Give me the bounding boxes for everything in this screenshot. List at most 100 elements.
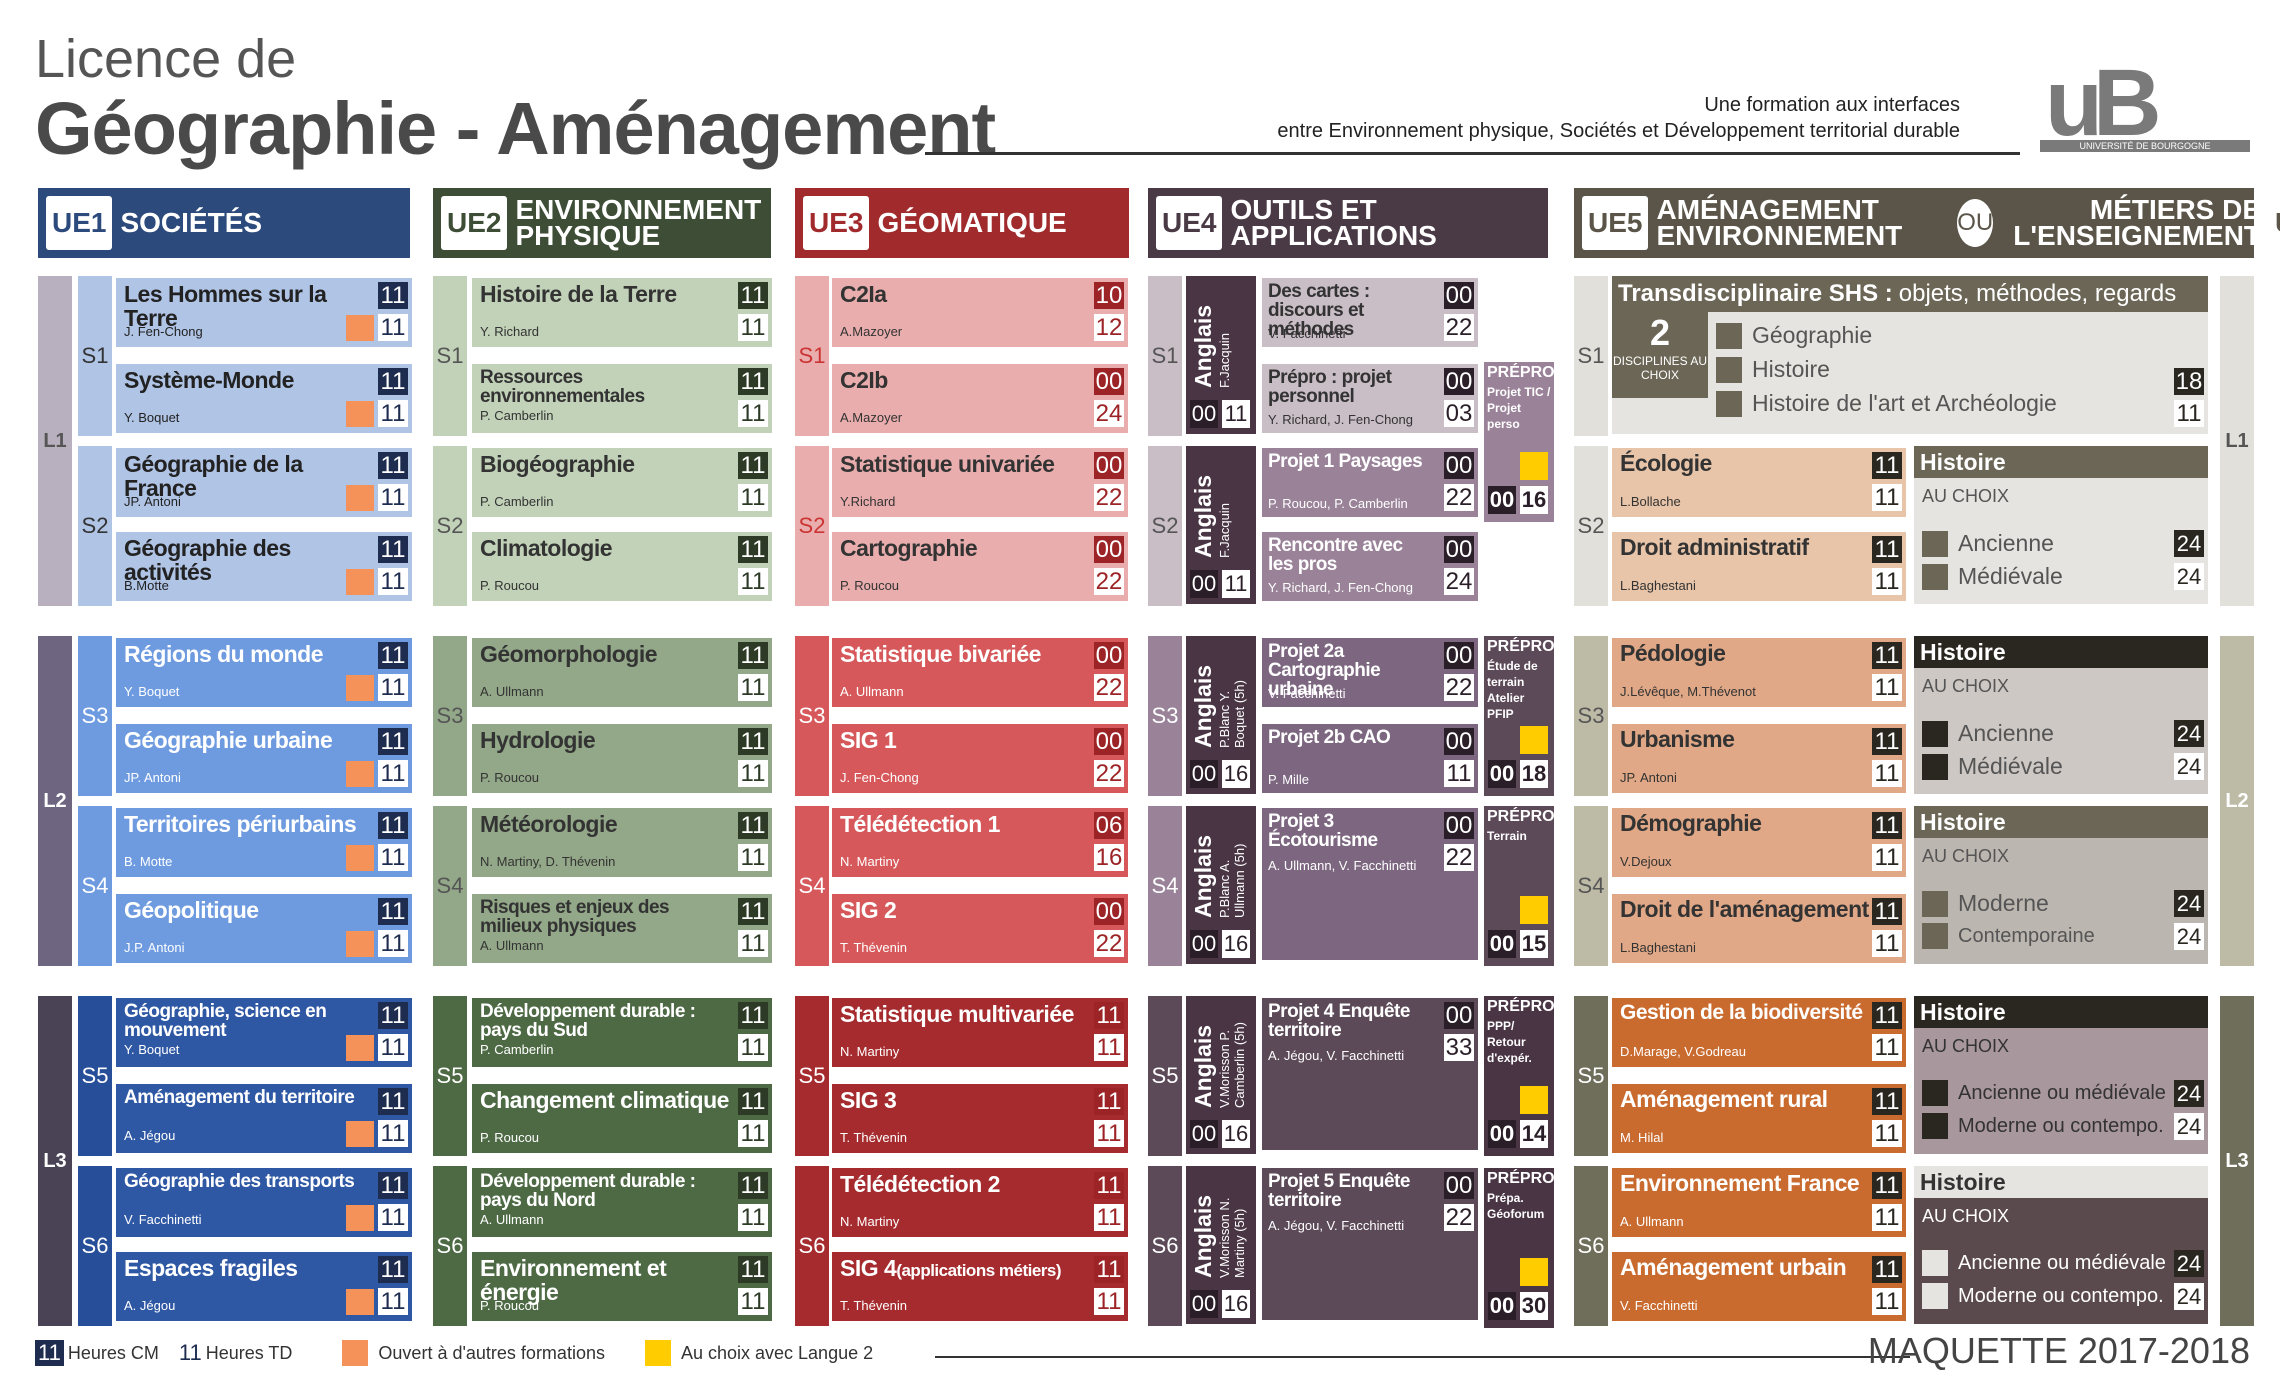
semester-S3: S3 xyxy=(78,636,112,796)
course-card[interactable]: Démographie V.Dejoux 11 11 xyxy=(1612,808,1906,877)
course-card[interactable]: Aménagement urbain V. Facchinetti 11 11 xyxy=(1612,1252,1906,1321)
checkbox[interactable] xyxy=(1716,356,1742,383)
course-card[interactable]: Projet 1 Paysages P. Roucou, P. Camberlin… xyxy=(1262,448,1478,517)
course-card[interactable]: Géographie des transports V. Facchinetti 1… xyxy=(116,1168,412,1237)
anglais-card[interactable]: Anglais P.Blanc A. Ullmann (5h) 00 16 xyxy=(1186,806,1256,964)
course-card[interactable]: Changement climatique P. Roucou 11 11 xyxy=(472,1084,772,1153)
transdisciplinary-card[interactable]: Transdisciplinaire SHS : objets, méthodes… xyxy=(1612,276,2208,434)
course-card[interactable]: Géomorphologie A. Ullmann 11 11 xyxy=(472,638,772,707)
course-card[interactable]: Géopolitique J.P. Antoni 11 11 xyxy=(116,894,412,963)
checkbox[interactable] xyxy=(1922,1113,1948,1139)
course-card[interactable]: Projet 2a Cartographie urbaine V. Facchin… xyxy=(1262,638,1478,707)
course-card[interactable]: Pédologie J.Lévêque, M.Thévenot 11 11 xyxy=(1612,638,1906,707)
checkbox[interactable] xyxy=(1716,322,1742,349)
course-card[interactable]: C2Ib A.Mazoyer 00 24 xyxy=(832,364,1128,433)
course-card[interactable]: Télédétection 1 N. Martiny 06 16 xyxy=(832,808,1128,877)
course-card[interactable]: Statistique bivariée A. Ullmann 00 22 xyxy=(832,638,1128,707)
anglais-card[interactable]: Anglais P.Blanc Y. Boquet (5h) 00 16 xyxy=(1186,636,1256,794)
course-card[interactable]: Aménagement du territoire A. Jégou 11 11 xyxy=(116,1084,412,1153)
course-card[interactable]: Projet 3 Écotourisme A. Ullmann, V. Facch… xyxy=(1262,808,1478,960)
anglais-card[interactable]: Anglais V.Morisson P. Camberlin (5h) 00 16 xyxy=(1186,996,1256,1154)
checkbox[interactable] xyxy=(1922,530,1948,557)
course-card[interactable]: SIG 2 T. Thévenin 00 22 xyxy=(832,894,1128,963)
histoire-option[interactable]: Moderne ou contempo. xyxy=(1922,1283,2164,1309)
discipline-option[interactable]: Géographie xyxy=(1716,322,1872,349)
course-card[interactable]: Hydrologie P. Roucou 11 11 xyxy=(472,724,772,793)
course-card[interactable]: Environnement France A. Ullmann 11 11 xyxy=(1612,1168,1906,1237)
prepro-card[interactable]: PRÉPRO Projet TIC / Projet perso 00 16 xyxy=(1484,362,1555,522)
histoire-card[interactable]: Histoire AU CHOIX Moderne 24 Contemporaine 24 xyxy=(1914,806,2208,964)
course-card[interactable]: SIG 1 J. Fen-Chong 00 22 xyxy=(832,724,1128,793)
course-card[interactable]: Statistique univariée Y.Richard 00 22 xyxy=(832,448,1128,517)
course-card[interactable]: Statistique multivariée N. Martiny 11 11 xyxy=(832,998,1128,1067)
course-card[interactable]: Rencontre avec les pros Y. Richard, J. Fe… xyxy=(1262,532,1478,601)
course-card[interactable]: Développement durable : pays du Sud P. Ca… xyxy=(472,998,772,1067)
discipline-option[interactable]: Histoire de l'art et Archéologie xyxy=(1716,390,2057,417)
course-card[interactable]: Aménagement rural M. Hilal 11 11 xyxy=(1612,1084,1906,1153)
anglais-card[interactable]: Anglais F.Jacquin 00 11 xyxy=(1186,276,1256,434)
course-card[interactable]: Géographie des activités B.Motte 11 11 xyxy=(116,532,412,601)
course-card[interactable]: Risques et enjeux des milieux physiques A… xyxy=(472,894,772,963)
histoire-option[interactable]: Ancienne xyxy=(1922,530,2054,557)
course-card[interactable]: C2Ia A.Mazoyer 10 12 xyxy=(832,278,1128,347)
prepro-card[interactable]: PRÉPRO Étude de terrain Atelier PFIP 00 18 xyxy=(1484,636,1555,796)
course-card[interactable]: Télédétection 2 N. Martiny 11 11 xyxy=(832,1168,1128,1237)
course-card[interactable]: Gestion de la biodiversité D.Marage, V.Go… xyxy=(1612,998,1906,1067)
course-card[interactable]: Géographie de la France JP. Antoni 11 11 xyxy=(116,448,412,517)
course-card[interactable]: Les Hommes sur la Terre J. Fen-Chong 11 11 xyxy=(116,278,412,347)
course-card[interactable]: Histoire de la Terre Y. Richard 11 11 xyxy=(472,278,772,347)
checkbox[interactable] xyxy=(1922,923,1948,949)
course-card[interactable]: Géographie urbaine JP. Antoni 11 11 xyxy=(116,724,412,793)
course-card[interactable]: Ressources environnementales P. Camberlin… xyxy=(472,364,772,433)
course-card[interactable]: Environnement et énergie P. Roucou 11 11 xyxy=(472,1252,772,1321)
histoire-card[interactable]: Histoire AU CHOIX Ancienne ou médiévale 24 M… xyxy=(1914,996,2208,1154)
course-card[interactable]: Des cartes : discours et méthodes V. Facc… xyxy=(1262,278,1478,347)
course-card[interactable]: Projet 2b CAO P. Mille 00 11 xyxy=(1262,724,1478,793)
course-card[interactable]: Cartographie P. Roucou 00 22 xyxy=(832,532,1128,601)
anglais-card[interactable]: Anglais V.Morisson N. Martiny (5h) 00 16 xyxy=(1186,1166,1256,1324)
prepro-card[interactable]: PRÉPRO Terrain 00 15 xyxy=(1484,806,1555,966)
course-card[interactable]: Territoires périurbains B. Motte 11 11 xyxy=(116,808,412,877)
course-card[interactable]: Espaces fragiles A. Jégou 11 11 xyxy=(116,1252,412,1321)
course-card[interactable]: Développement durable : pays du Nord A. U… xyxy=(472,1168,772,1237)
histoire-option[interactable]: Moderne ou contempo. xyxy=(1922,1113,2164,1139)
course-card[interactable]: SIG 4(applications métiers) T. Thévenin 11… xyxy=(832,1252,1128,1321)
histoire-option[interactable]: Ancienne ou médiévale xyxy=(1922,1250,2166,1276)
histoire-option[interactable]: Ancienne ou médiévale xyxy=(1922,1080,2166,1106)
histoire-option[interactable]: Médiévale xyxy=(1922,753,2063,780)
course-card[interactable]: Climatologie P. Roucou 11 11 xyxy=(472,532,772,601)
discipline-option[interactable]: Histoire xyxy=(1716,356,1830,383)
checkbox[interactable] xyxy=(1922,720,1948,747)
course-card[interactable]: Écologie L.Bollache 11 11 xyxy=(1612,448,1906,517)
course-card[interactable]: Projet 5 Enquête territoire A. Jégou, V. … xyxy=(1262,1168,1478,1320)
checkbox[interactable] xyxy=(1922,1283,1948,1309)
checkbox[interactable] xyxy=(1922,753,1948,780)
checkbox[interactable] xyxy=(1716,390,1742,417)
histoire-option[interactable]: Moderne xyxy=(1922,890,2049,917)
histoire-card[interactable]: Histoire AU CHOIX Ancienne 24 Médiévale 24 xyxy=(1914,446,2208,604)
course-card[interactable]: Système-Monde Y. Boquet 11 11 xyxy=(116,364,412,433)
checkbox[interactable] xyxy=(1922,890,1948,917)
course-card[interactable]: Régions du monde Y. Boquet 11 11 xyxy=(116,638,412,707)
course-card[interactable]: Droit administratif L.Baghestani 11 11 xyxy=(1612,532,1906,601)
semester-S1: S1 xyxy=(1574,276,1608,436)
histoire-option[interactable]: Contemporaine xyxy=(1922,923,2095,949)
course-card[interactable]: Biogéographie P. Camberlin 11 11 xyxy=(472,448,772,517)
histoire-option[interactable]: Médiévale xyxy=(1922,563,2063,590)
checkbox[interactable] xyxy=(1922,1250,1948,1276)
course-card[interactable]: Urbanisme JP. Antoni 11 11 xyxy=(1612,724,1906,793)
checkbox[interactable] xyxy=(1922,1080,1948,1106)
course-card[interactable]: Géographie, science en mouvement Y. Boque… xyxy=(116,998,412,1067)
course-card[interactable]: Projet 4 Enquête territoire A. Jégou, V. … xyxy=(1262,998,1478,1150)
prepro-card[interactable]: PRÉPRO PPP/ Retour d'expér. 00 14 xyxy=(1484,996,1555,1156)
histoire-option[interactable]: Ancienne xyxy=(1922,720,2054,747)
course-card[interactable]: SIG 3 T. Thévenin 11 11 xyxy=(832,1084,1128,1153)
histoire-card[interactable]: Histoire AU CHOIX Ancienne 24 Médiévale 24 xyxy=(1914,636,2208,794)
prepro-card[interactable]: PRÉPRO Prépa. Géoforum 00 30 xyxy=(1484,1168,1555,1328)
histoire-card[interactable]: Histoire AU CHOIX Ancienne ou médiévale 24 M… xyxy=(1914,1166,2208,1324)
checkbox[interactable] xyxy=(1922,563,1948,590)
course-card[interactable]: Droit de l'aménagement L.Baghestani 11 11 xyxy=(1612,894,1906,963)
course-card[interactable]: Météorologie N. Martiny, D. Thévenin 11 11 xyxy=(472,808,772,877)
anglais-card[interactable]: Anglais F.Jacquin 00 11 xyxy=(1186,446,1256,604)
course-card[interactable]: Prépro : projet personnel Y. Richard, J. … xyxy=(1262,364,1478,433)
